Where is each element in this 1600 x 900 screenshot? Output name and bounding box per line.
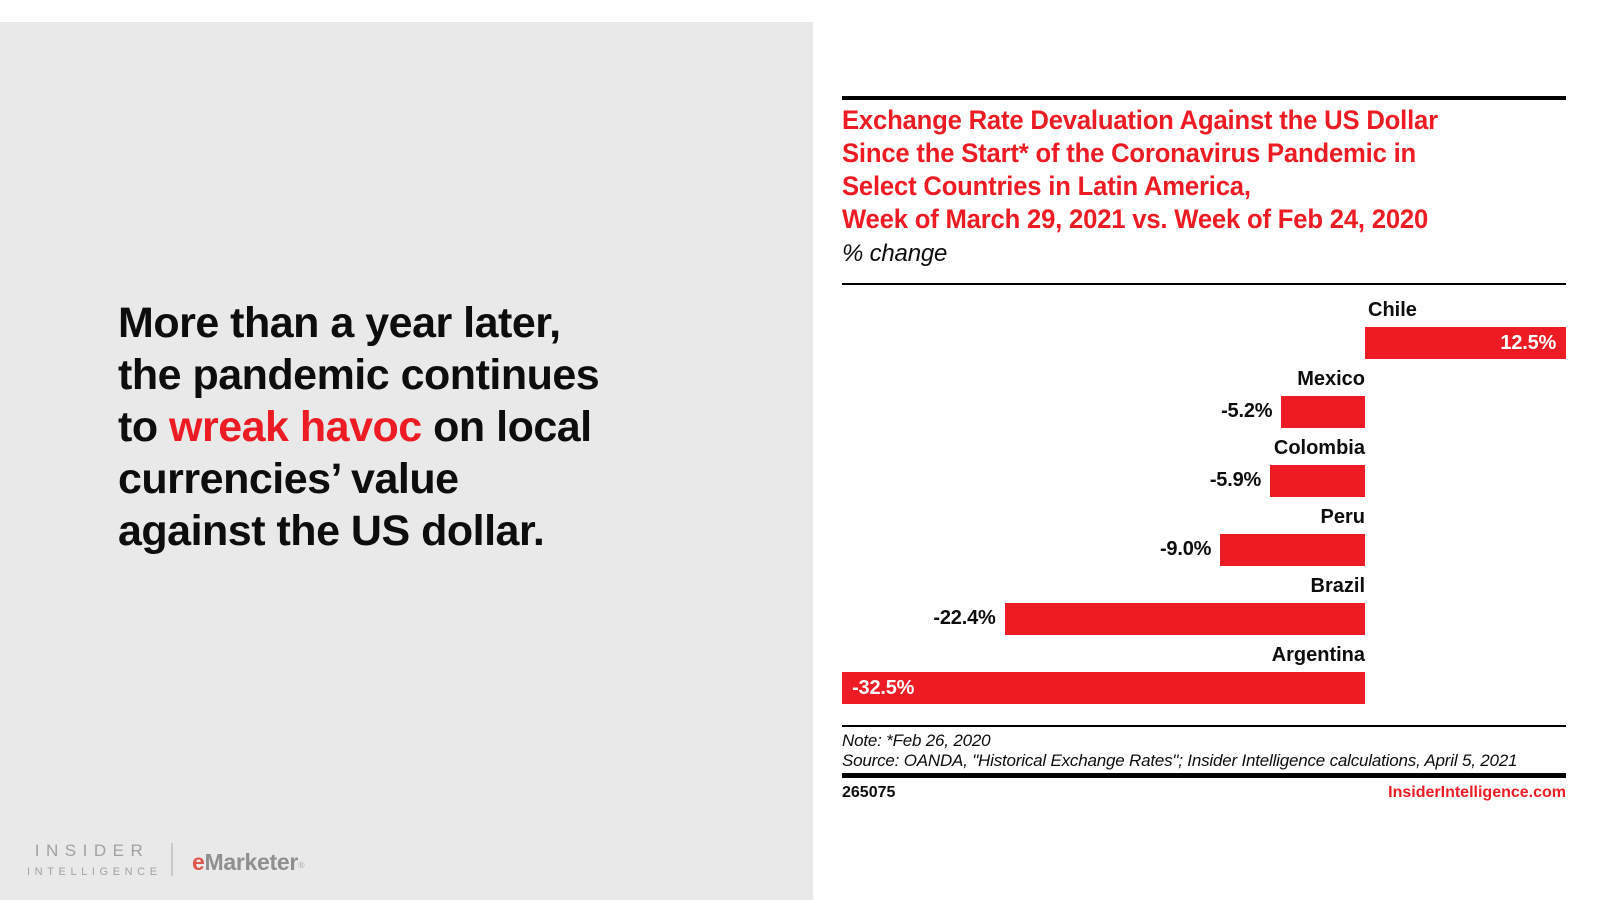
bar-value-label: -32.5% [852, 676, 915, 699]
logo-divider [171, 843, 173, 876]
emarketer-logo: eMarketer® [192, 849, 305, 876]
chart-footer: 265075 InsiderIntelligence.com [842, 784, 1566, 802]
bar-category-label: Colombia [1273, 437, 1365, 459]
bar-value-label: -22.4% [933, 607, 996, 629]
headline-segment-before: More than a year later, the pandemic con… [118, 299, 600, 451]
chart-subtitle: % change [842, 240, 948, 267]
chart-id: 265075 [842, 784, 896, 801]
insider-logo-line1: INSIDER [34, 841, 150, 860]
insider-logo-line2: INTELLIGENCE [27, 866, 162, 878]
headline-text: More than a year later, the pandemic con… [118, 297, 718, 557]
bar: -32.5% [842, 672, 1365, 704]
insider-intelligence-logo: INSIDER INTELLIGENCE [23, 841, 162, 878]
emarketer-logo-text: Marketer [204, 849, 299, 875]
chart-panel: Exchange Rate Devaluation Against the US… [842, 0, 1567, 900]
website-link[interactable]: InsiderIntelligence.com [1388, 784, 1566, 801]
bar-category-label: Peru [1320, 506, 1365, 528]
left-gray-panel [0, 22, 813, 900]
bar-value-label: -5.2% [1221, 400, 1273, 422]
bar [1004, 603, 1365, 635]
emarketer-logo-e: e [192, 849, 205, 875]
bar-category-label: Chile [1368, 299, 1417, 321]
chart-axis-rule [842, 283, 1566, 285]
bar [1220, 534, 1365, 566]
bar-category-label: Brazil [1310, 575, 1365, 597]
bar-value-label: -5.9% [1209, 469, 1262, 491]
chart-top-rule [842, 96, 1566, 100]
bar-value-label: 12.5% [1500, 331, 1557, 354]
bar [1270, 465, 1365, 497]
chart-notes: Note: *Feb 26, 2020 Source: OANDA, "Hist… [842, 731, 1518, 770]
bar [1281, 396, 1365, 428]
chart-note-rule [842, 725, 1566, 727]
chart-title: Exchange Rate Devaluation Against the US… [842, 105, 1438, 234]
headline-highlight: wreak havoc [169, 403, 422, 451]
bar-category-label: Argentina [1271, 644, 1365, 666]
registered-mark: ® [298, 860, 305, 870]
headline-segment-after: on local currencies’ value against the U… [118, 403, 592, 555]
bar-category-label: Mexico [1297, 368, 1365, 390]
bar: 12.5% [1365, 327, 1567, 359]
bar-value-label: -9.0% [1159, 538, 1212, 560]
chart-bottom-rule [842, 773, 1566, 778]
